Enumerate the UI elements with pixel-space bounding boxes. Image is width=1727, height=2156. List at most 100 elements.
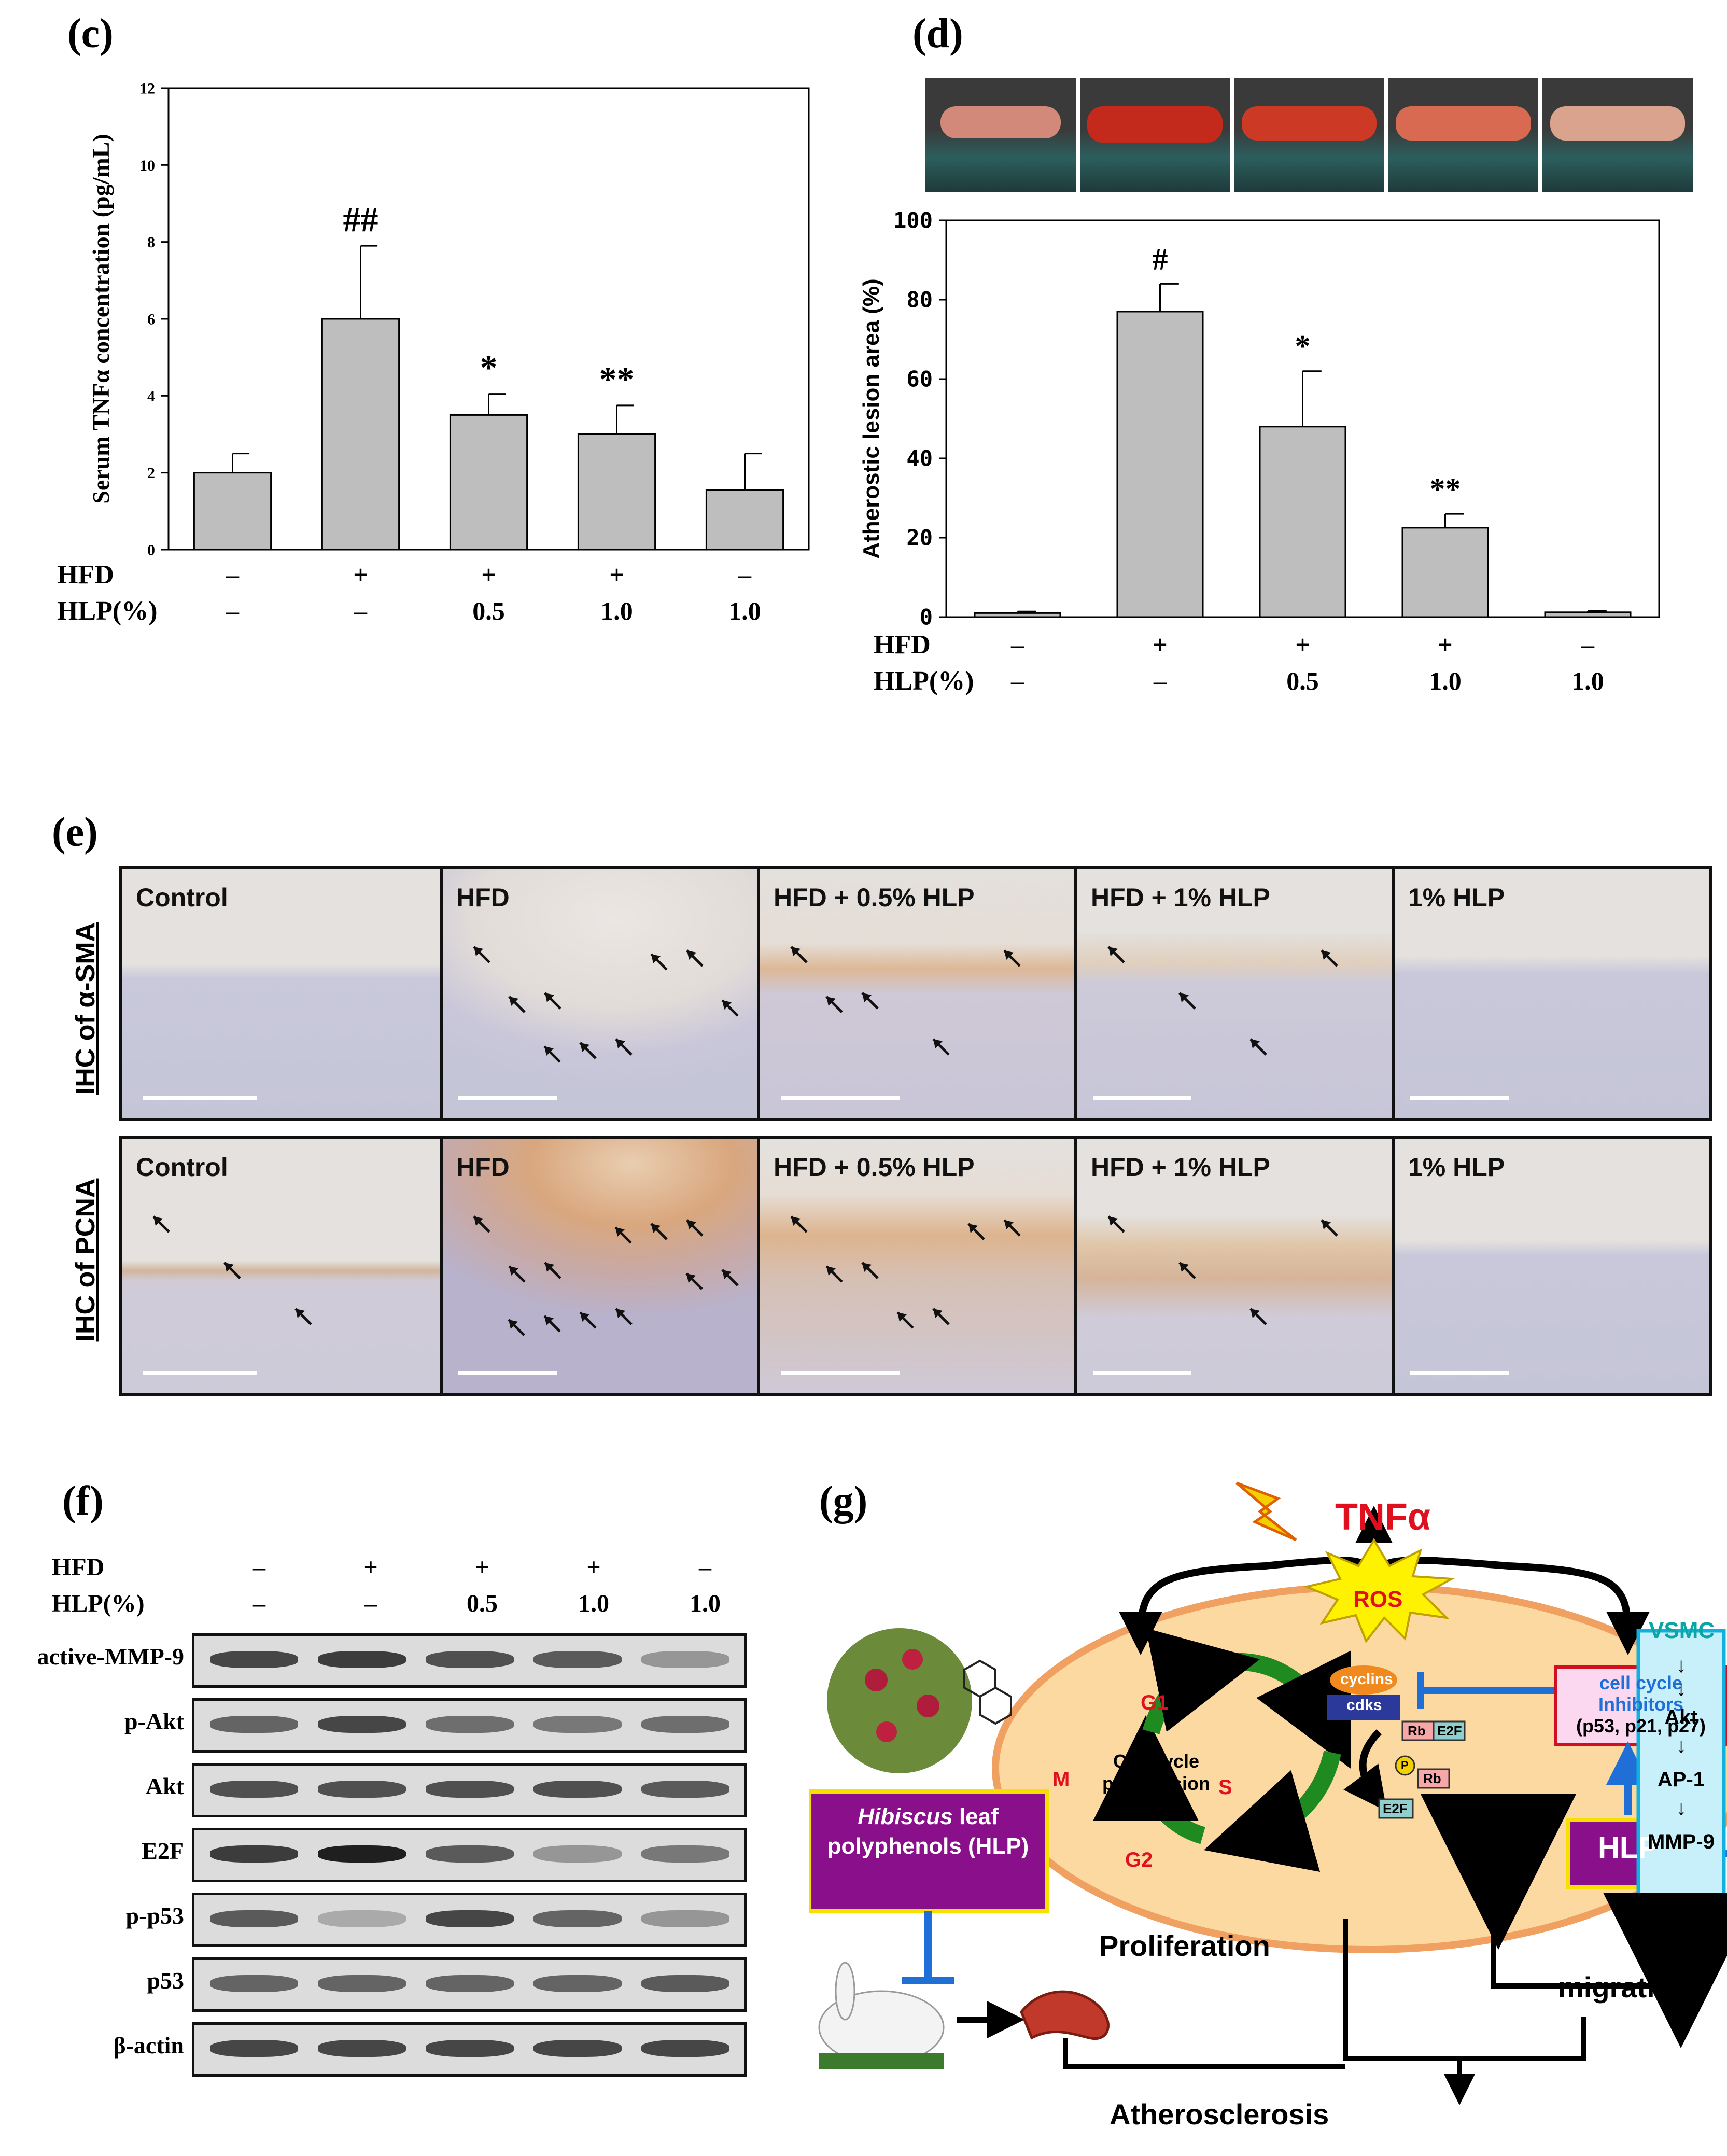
y-tick-label: 40: [906, 446, 933, 471]
y-tick-label: 8: [147, 234, 155, 251]
rb-phospho-label: Rb: [1423, 1771, 1441, 1786]
scale-bar: [143, 1096, 257, 1100]
proliferation-label: Proliferation: [1099, 1929, 1270, 1962]
ihc-arrows: [790, 1215, 1021, 1329]
blot-band: [533, 1780, 622, 1798]
bar: [1544, 611, 1632, 618]
akt-label: Akt: [1664, 1706, 1698, 1729]
ihc-arrows: [473, 946, 739, 1063]
scale-bar: [1410, 1371, 1509, 1375]
ihc-arrowhead: [826, 1266, 836, 1276]
mmp9-label: MMP-9: [1648, 1830, 1715, 1853]
ihc-arrowhead: [1322, 950, 1331, 960]
ihc-arrowhead: [1004, 1220, 1014, 1229]
significance-label: *: [1295, 329, 1311, 363]
bar: [321, 318, 400, 551]
rb-release-arrow: [1343, 1729, 1387, 1812]
blot-band: [426, 2039, 514, 2057]
wb-hlp-label: HLP(%): [52, 1590, 145, 1617]
hlp-value: 1.0: [1571, 666, 1604, 695]
rb-label: Rb: [1408, 1723, 1426, 1739]
hibiscus-box-label: Hibiscus leaf polyphenols (HLP): [809, 1802, 1047, 1861]
hibiscus-image: [827, 1628, 972, 1773]
y-tick-label: 2: [147, 465, 155, 482]
ihc-row-pcna: Control HFD HFD + 0.5% HLP HFD + 1% HLP …: [119, 1136, 1712, 1396]
scale-bar: [143, 1371, 257, 1375]
hlp-row-label: HLP(%): [874, 666, 974, 696]
y-tick-label: 100: [893, 208, 933, 233]
ihc-arrows: [1107, 1215, 1338, 1325]
hfd-value: –: [1010, 630, 1024, 659]
wb-row-label: β-actin: [113, 2032, 184, 2059]
inhibitors-label: cell cycle Inhibitors (p53, p21, p27): [1555, 1672, 1726, 1737]
phosphate-label: P: [1401, 1759, 1409, 1772]
significance-label: #: [1153, 242, 1168, 276]
hfd-value: +: [1438, 630, 1453, 659]
ihc-arrowhead: [722, 1270, 732, 1279]
ihc-image: 1% HLP: [1392, 1139, 1709, 1393]
phosphate-shape: [1395, 1755, 1415, 1776]
ihc-arrowhead: [791, 1216, 801, 1226]
hlp-value: –: [354, 596, 368, 625]
blot-band: [533, 1715, 622, 1733]
panel-label-e: (e): [52, 809, 98, 855]
blot-band: [426, 1715, 514, 1733]
ihc-arrowhead: [968, 1224, 978, 1233]
hlp-value: 1.0: [600, 596, 633, 625]
wb-row-label: p-p53: [125, 1902, 184, 1929]
hibiscus-leaf-word: leaf: [952, 1804, 999, 1829]
blot-strip: [192, 1828, 747, 1882]
wb-hlp-value: 1.0: [690, 1590, 721, 1617]
inhibitors-line3: (p53, p21, p27): [1576, 1715, 1706, 1737]
bar: [449, 414, 528, 551]
wb-hfd-value: +: [363, 1553, 378, 1581]
hfd-value: –: [1581, 630, 1595, 659]
blot-band: [318, 1650, 406, 1668]
ihc-image: HFD: [440, 869, 757, 1118]
aorta-photo: [1234, 78, 1384, 192]
inhibitors-line2: Inhibitors: [1598, 1693, 1683, 1715]
y-tick-label: 0: [147, 542, 155, 559]
bar: [705, 489, 784, 551]
mechanism-diagram: [809, 1481, 1727, 2105]
blot-band: [318, 1910, 406, 1927]
ihc-arrows: [152, 1215, 312, 1325]
wb-row-label: E2F: [142, 1838, 184, 1864]
blot-band: [533, 2039, 622, 2057]
hibiscus-line2: polyphenols (HLP): [827, 1833, 1029, 1859]
e2f-free-label: E2F: [1383, 1801, 1408, 1816]
hfd-value: +: [1153, 630, 1168, 659]
ihc-arrowhead: [616, 1039, 625, 1048]
aorta-photo: [925, 78, 1076, 192]
ihc-arrowhead: [296, 1309, 305, 1318]
blot-band: [533, 1845, 622, 1863]
ihc-image: Control: [122, 1139, 440, 1393]
rb-phospho-shape: [1417, 1768, 1450, 1789]
blot-band: [426, 1845, 514, 1863]
rabbit-ear: [835, 1962, 855, 2021]
scale-bar: [1410, 1096, 1509, 1100]
y-tick-label: 4: [147, 388, 155, 405]
bar: [193, 472, 272, 551]
blot-strip: [192, 1893, 747, 1947]
ihc-arrowhead: [933, 1309, 943, 1318]
ihc-arrowhead: [1251, 1039, 1260, 1048]
ihc-arrowhead: [687, 950, 696, 960]
blot-strip: [192, 1957, 747, 2012]
significance-label: **: [599, 359, 635, 399]
blot-band: [210, 1845, 298, 1863]
g1-label: G1: [1141, 1691, 1169, 1714]
scale-bar: [781, 1096, 900, 1100]
panel-label-c: (c): [67, 11, 114, 57]
ihc-arrowhead: [826, 997, 836, 1006]
blot-band: [426, 1780, 514, 1798]
cdks-label: cdks: [1346, 1697, 1382, 1714]
ihc-image: HFD: [440, 1139, 757, 1393]
ihc-arrowhead: [933, 1039, 943, 1048]
ihc-arrowhead: [1108, 947, 1118, 956]
ihc-arrows: [1107, 946, 1338, 1056]
ihc-arrowhead: [1322, 1220, 1331, 1229]
blot-band: [210, 1975, 298, 1992]
wb-hfd-value: +: [475, 1553, 489, 1581]
e2f-shape: [1433, 1720, 1466, 1741]
